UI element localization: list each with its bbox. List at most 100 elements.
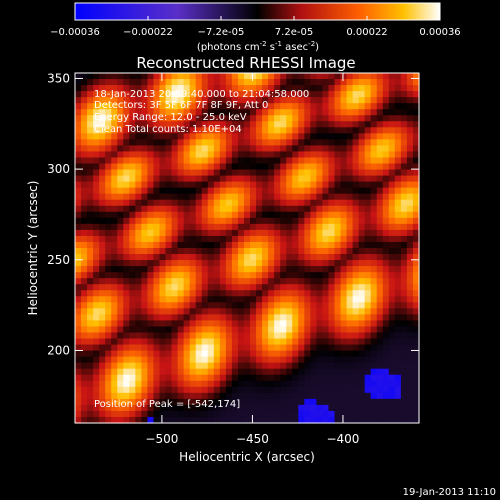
heatmap-cell [147, 404, 155, 412]
heatmap-cell [213, 109, 221, 116]
heatmap-cell [237, 320, 245, 328]
heatmap-cell [243, 85, 251, 92]
heatmap-cell [376, 320, 384, 328]
heatmap-cell [159, 266, 167, 273]
heatmap-cell [328, 127, 336, 134]
heatmap-cell [298, 115, 305, 122]
heatmap-cell [412, 410, 420, 418]
heatmap-cell [406, 73, 414, 80]
heatmap-cell [123, 380, 130, 388]
heatmap-cell [298, 410, 305, 418]
heatmap-cell [153, 314, 161, 322]
heatmap-cell [400, 392, 408, 400]
heatmap-cell [304, 139, 311, 147]
heatmap-cell [177, 211, 185, 219]
heatmap-cell [117, 302, 124, 309]
heatmap-cell [177, 199, 185, 207]
heatmap-cell [201, 338, 209, 346]
heatmap-cell [340, 145, 348, 153]
heatmap-cell [364, 181, 372, 189]
heatmap-cell [328, 91, 336, 98]
heatmap-cell [231, 374, 239, 382]
heatmap-cell [334, 362, 342, 370]
heatmap-cell [412, 211, 420, 219]
heatmap-cell [93, 187, 100, 195]
heatmap-cell [87, 404, 94, 412]
heatmap-cell [81, 362, 88, 370]
heatmap-cell [388, 314, 396, 322]
heatmap-cell [322, 211, 330, 219]
heatmap-cell [412, 109, 420, 116]
heatmap-cell [165, 241, 173, 249]
heatmap-cell [316, 362, 324, 370]
heatmap-cell [340, 350, 348, 358]
heatmap-cell [310, 374, 318, 382]
heatmap-cell [105, 254, 112, 261]
heatmap-cell [165, 205, 173, 213]
heatmap-cell [364, 260, 372, 267]
heatmap-cell [400, 241, 408, 249]
heatmap-cell [195, 97, 203, 104]
heatmap-cell [237, 410, 245, 418]
heatmap-cell [153, 356, 161, 364]
heatmap-cell [400, 380, 408, 388]
heatmap-cell [105, 302, 112, 309]
heatmap-cell [310, 302, 318, 309]
heatmap-cell [117, 410, 124, 418]
heatmap-cell [207, 103, 215, 110]
heatmap-cell [382, 278, 390, 285]
heatmap-cell [165, 260, 173, 267]
heatmap-cell [237, 290, 245, 297]
heatmap-cell [225, 73, 233, 80]
heatmap-cell [183, 169, 191, 177]
heatmap-cell [352, 290, 360, 297]
heatmap-cell [316, 187, 324, 195]
heatmap-cell [207, 278, 215, 285]
heatmap-cell [117, 133, 124, 140]
heatmap-cell [346, 97, 354, 104]
heatmap-cell [111, 386, 118, 394]
heatmap-cell [219, 356, 227, 364]
heatmap-cell [292, 175, 299, 183]
heatmap-cell [165, 187, 173, 195]
heatmap-cell [286, 157, 293, 165]
heatmap-cell [159, 380, 167, 388]
heatmap-cell [256, 254, 263, 261]
heatmap-cell [412, 308, 420, 315]
heatmap-cell [243, 248, 251, 255]
heatmap-cell [165, 272, 173, 279]
heatmap-cell [99, 109, 106, 116]
heatmap-cell [262, 187, 269, 195]
heatmap-cell [256, 97, 263, 104]
heatmap-cell [87, 338, 94, 346]
heatmap-cell [183, 109, 191, 116]
heatmap-cell [117, 386, 124, 394]
heatmap-cell [117, 217, 124, 225]
heatmap-cell [135, 151, 142, 159]
heatmap-cell [304, 79, 311, 86]
heatmap-cell [412, 175, 420, 183]
heatmap-cell [99, 308, 106, 315]
heatmap-cell [111, 398, 118, 406]
heatmap-cell [256, 260, 263, 267]
heatmap-cell [352, 314, 360, 322]
heatmap-cell [358, 169, 366, 177]
heatmap-cell [111, 320, 118, 328]
heatmap-cell [256, 223, 263, 231]
heatmap-cell [165, 211, 173, 219]
heatmap-cell [262, 410, 269, 418]
heatmap-cell [237, 193, 245, 201]
colorbar: −0.00036 −0.00022 −7.2e-05 7.2e-05 0.00022 0.… [50, 2, 461, 53]
heatmap-cell [274, 254, 281, 261]
heatmap-cell [370, 404, 378, 412]
heatmap-cell [207, 266, 215, 273]
heatmap-cell [310, 386, 318, 394]
heatmap-cell [286, 151, 293, 159]
heatmap-cell [364, 187, 372, 195]
heatmap-cell [250, 97, 257, 104]
heatmap-cell [358, 398, 366, 406]
heatmap-cell [123, 73, 130, 80]
heatmap-cell [165, 139, 173, 147]
heatmap-cell [280, 404, 287, 412]
heatmap-cell [93, 211, 100, 219]
